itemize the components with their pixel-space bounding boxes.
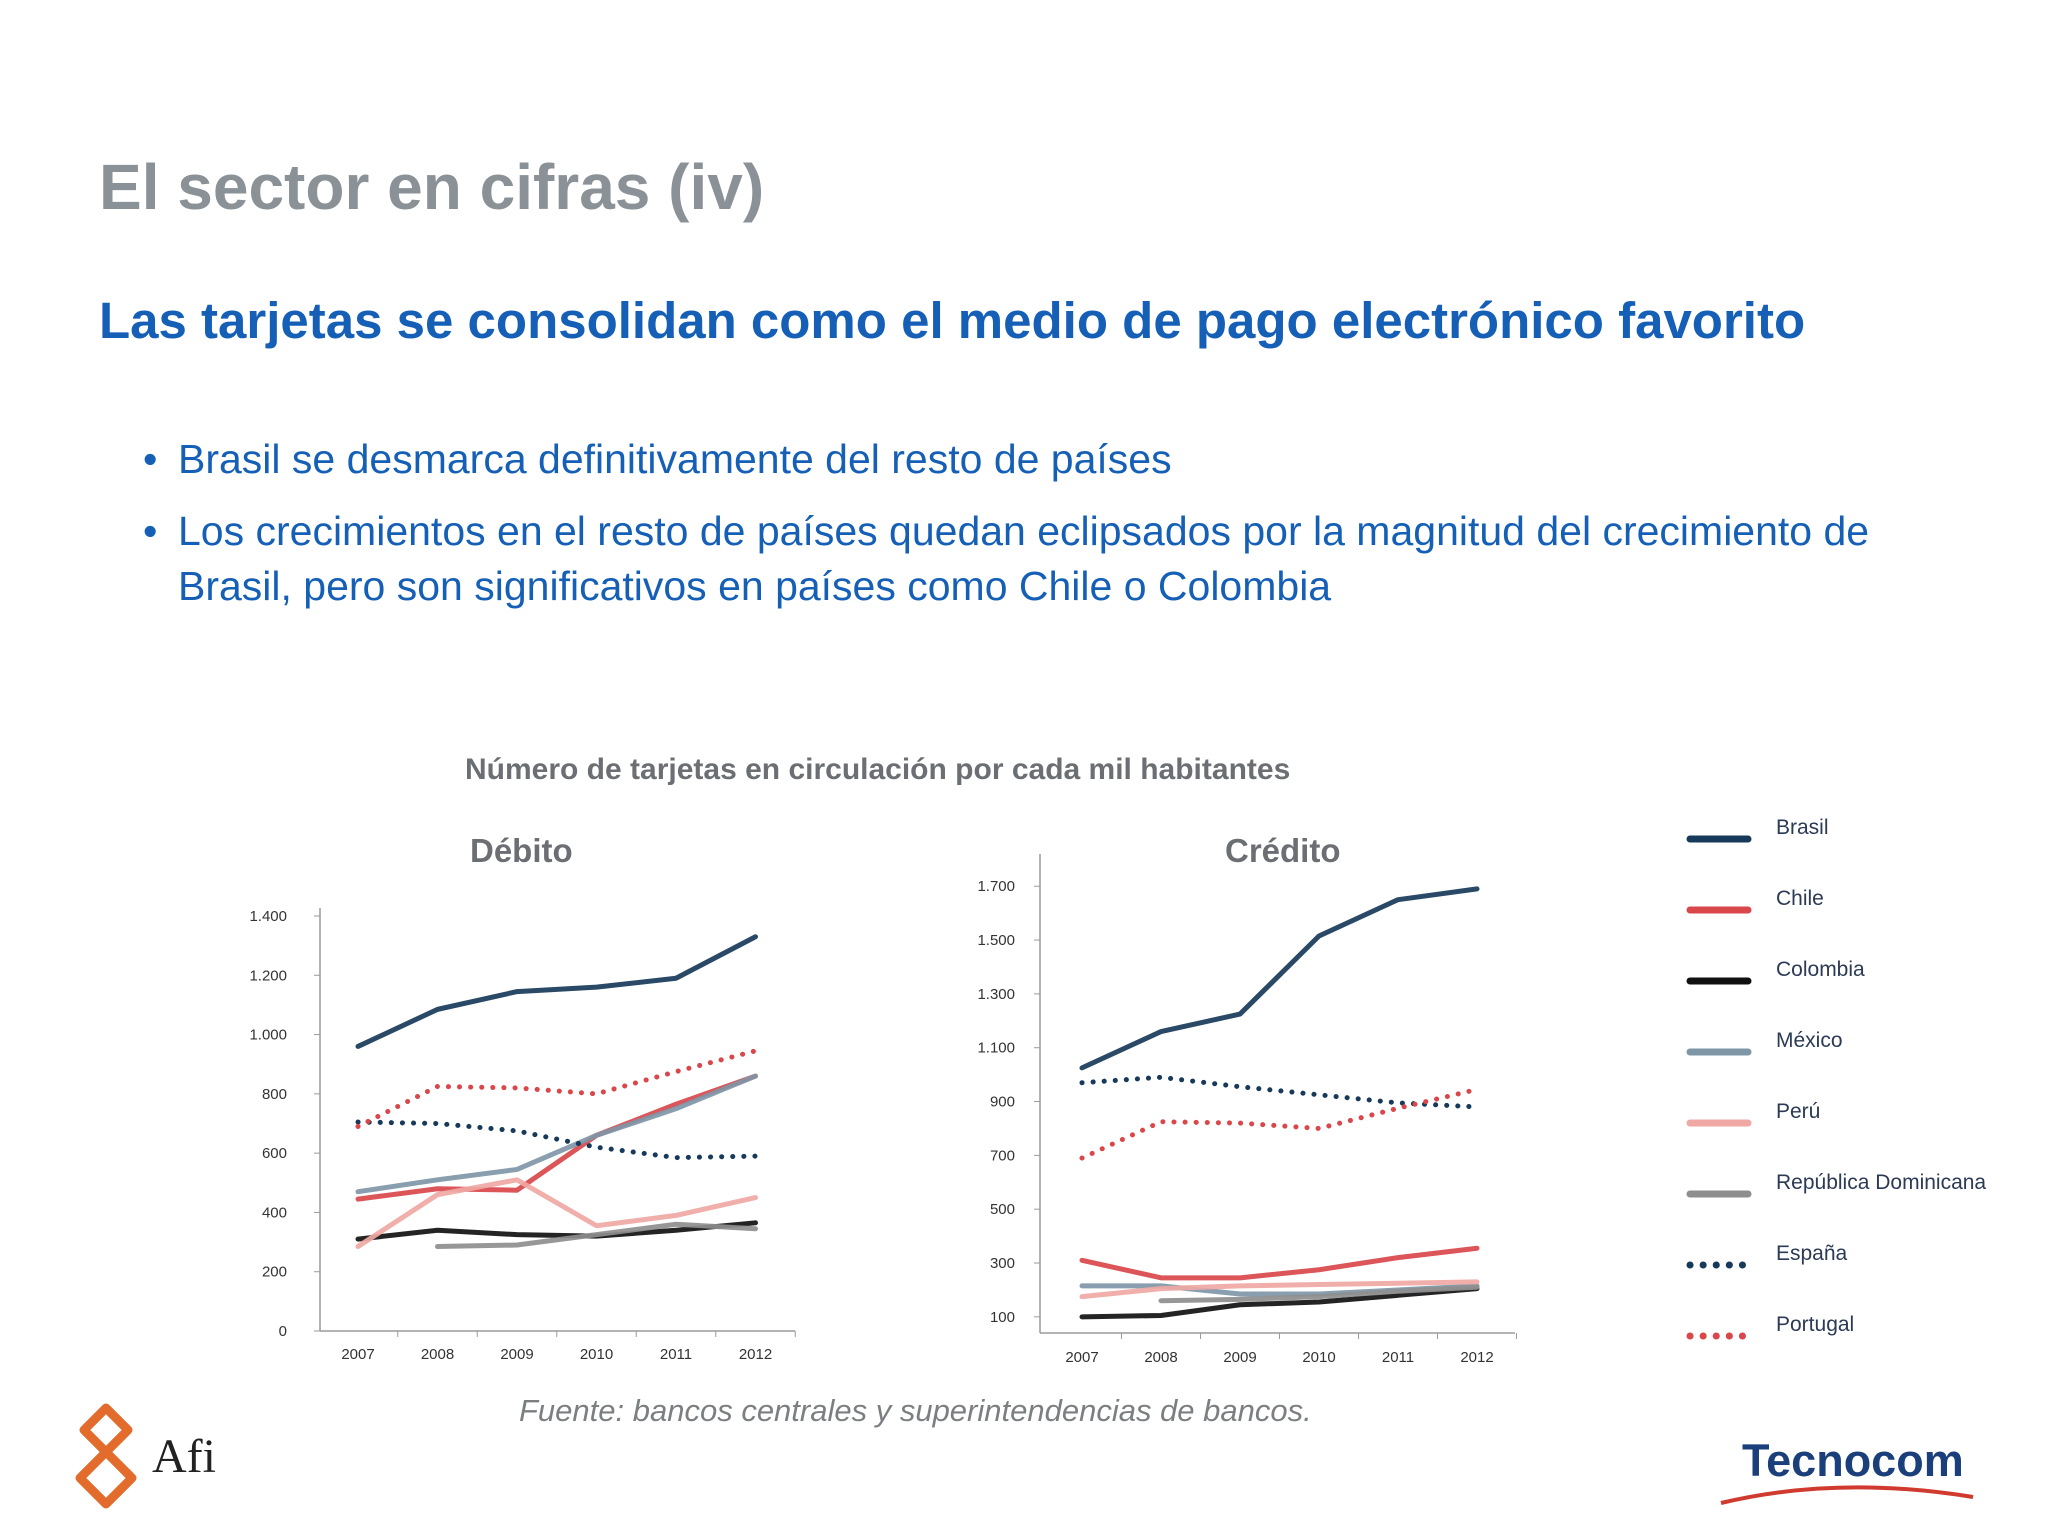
series-line-colombia — [355, 1220, 758, 1242]
panel-title-credito: Crédito — [1225, 832, 1341, 869]
chart-title: Número de tarjetas en circulación por ca… — [465, 753, 1291, 786]
legend-label-espana: España — [1776, 1242, 1848, 1265]
tecnocom-logo: Tecnocom — [1718, 1435, 1978, 1510]
y-tick-label: 1.200 — [249, 967, 287, 984]
y-tick-label: 500 — [990, 1201, 1015, 1218]
legend-label-peru: Perú — [1776, 1100, 1820, 1123]
afi-logo-icon — [75, 1403, 137, 1509]
x-tick-label: 2010 — [1302, 1349, 1335, 1366]
bullet-item: • Los crecimientos en el resto de países… — [143, 504, 1983, 614]
series-line-brasil — [355, 934, 758, 1049]
bullet-list: • Brasil se desmarca definitivamente del… — [143, 432, 1983, 631]
y-tick-label: 1.500 — [977, 932, 1015, 949]
tecnocom-logo-text: Tecnocom — [1742, 1435, 1964, 1486]
series-line-brasil — [1079, 886, 1480, 1071]
chart-credito: 100 300 500 700 900 1.100 1.300 1.500 1.700 2007 2… — [977, 854, 1517, 1366]
y-tick-label: 1.300 — [977, 986, 1015, 1003]
x-tick-label: 2011 — [660, 1346, 692, 1363]
legend-label-chile: Chile — [1776, 887, 1824, 910]
y-tick-label: 800 — [262, 1086, 287, 1103]
bullet-symbol: • — [143, 508, 158, 554]
bullet-text: Brasil se desmarca definitivamente del r… — [178, 436, 1172, 482]
y-tick-label: 1.000 — [249, 1027, 287, 1044]
series-line-peru — [355, 1177, 758, 1250]
page-subtitle: Las tarjetas se consolidan como el medio… — [99, 292, 1806, 349]
y-tick-label: 400 — [262, 1204, 287, 1221]
y-tick-label: 1.400 — [249, 908, 287, 925]
chart-legend: Brasil Chile Colombia México Perú República D… — [1686, 816, 1986, 1340]
legend-label-mexico: México — [1776, 1029, 1843, 1052]
y-tick-label: 200 — [262, 1264, 287, 1281]
series-line-chile — [1079, 1245, 1480, 1281]
page-title: El sector en cifras (iv) — [99, 151, 765, 223]
series-line-mexico — [355, 1073, 758, 1195]
bullet-item: • Brasil se desmarca definitivamente del… — [143, 432, 1983, 487]
afi-logo-text: Afi — [152, 1430, 216, 1483]
legend-label-republica-dominicana: República Dominicana — [1776, 1171, 1986, 1194]
bullet-symbol: • — [143, 436, 158, 482]
y-tick-label: 700 — [990, 1147, 1015, 1164]
x-tick-label: 2008 — [1144, 1349, 1177, 1366]
y-tick-label: 1.700 — [977, 878, 1015, 895]
series-line-republica-dominicana — [1158, 1284, 1480, 1304]
y-tick-label: 1.100 — [977, 1040, 1015, 1057]
series-line-portugal — [355, 1048, 758, 1129]
series-line-espana — [1079, 1074, 1480, 1110]
y-tick-label: 900 — [990, 1094, 1015, 1111]
x-tick-label: 2012 — [739, 1346, 772, 1363]
series-line-espana — [355, 1119, 758, 1161]
x-tick-label: 2011 — [1382, 1349, 1414, 1366]
legend-label-portugal: Portugal — [1776, 1313, 1854, 1336]
y-tick-label: 600 — [262, 1145, 287, 1162]
bullet-text: Los crecimientos en el resto de países q… — [178, 508, 1870, 609]
series-line-colombia — [1079, 1286, 1480, 1320]
legend-label-colombia: Colombia — [1776, 958, 1865, 981]
afi-logo: Afi — [66, 1402, 226, 1512]
x-tick-label: 2009 — [500, 1346, 533, 1363]
series-line-peru — [1079, 1279, 1480, 1300]
source-note: Fuente: bancos centrales y superintenden… — [519, 1393, 1312, 1428]
x-tick-label: 2007 — [1065, 1349, 1098, 1366]
series-line-portugal — [1079, 1086, 1480, 1161]
tecnocom-swoosh-icon — [1720, 1485, 1974, 1505]
x-tick-label: 2010 — [580, 1346, 613, 1363]
x-tick-label: 2008 — [421, 1346, 454, 1363]
y-tick-label: 100 — [990, 1309, 1015, 1326]
chart-debito: 0 200 400 600 800 1.000 1.200 1.400 2007 2008 2009… — [249, 908, 796, 1363]
series-line-chile — [355, 1073, 758, 1202]
legend-label-brasil: Brasil — [1776, 816, 1829, 839]
series-line-republica-dominicana — [435, 1221, 758, 1250]
x-tick-label: 2012 — [1460, 1349, 1493, 1366]
x-tick-label: 2009 — [1223, 1349, 1256, 1366]
x-tick-label: 2007 — [341, 1346, 374, 1363]
panel-title-debito: Débito — [470, 832, 573, 869]
y-tick-label: 0 — [279, 1323, 287, 1340]
y-tick-label: 300 — [990, 1255, 1015, 1272]
